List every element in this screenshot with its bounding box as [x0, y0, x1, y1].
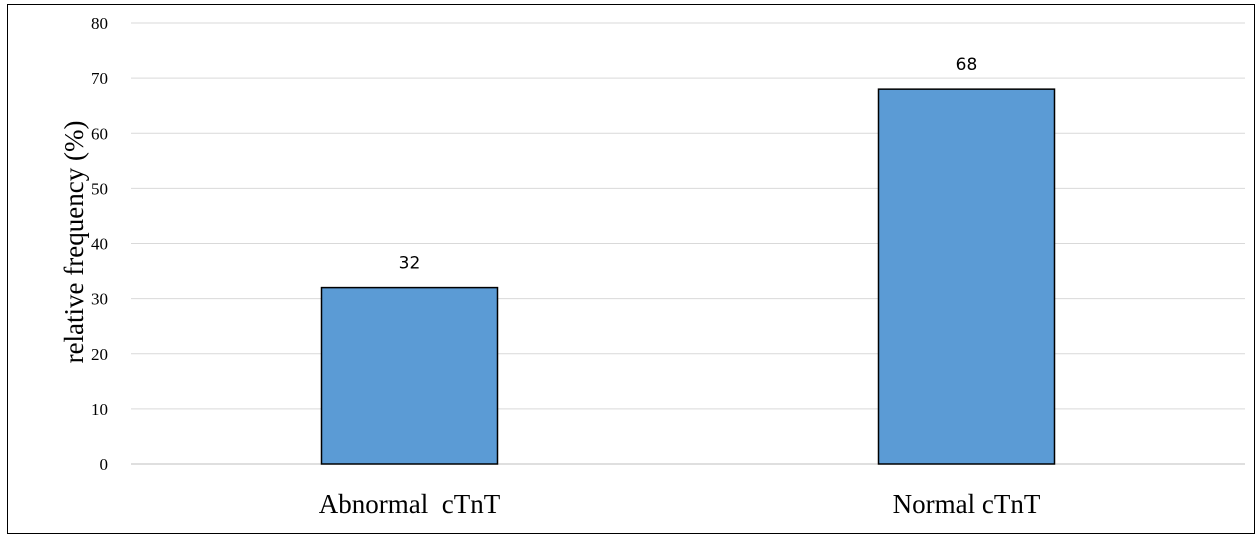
y-tick-label: 40: [91, 235, 108, 254]
gridlines: [131, 22, 1245, 465]
y-tick-label: 10: [91, 400, 108, 419]
y-tick-label: 70: [91, 69, 108, 88]
y-tick-label: 60: [91, 124, 108, 143]
data-label: 32: [399, 254, 421, 274]
y-tick-label: 80: [91, 14, 108, 33]
labels: 0 10 20 30 40 50 60 70 80 32 Abnormal cTnT 68 Normal…: [91, 14, 1041, 519]
bar: [877, 88, 1056, 465]
data-label: 68: [956, 55, 978, 75]
x-category-label: Normal cTnT: [893, 489, 1041, 519]
y-tick-label: 50: [91, 179, 108, 198]
y-axis-title: relative frequency (%): [59, 121, 89, 364]
y-tick-label: 30: [91, 290, 108, 309]
x-category-label: Abnormal cTnT: [319, 489, 501, 519]
bar: [320, 286, 499, 465]
y-tick-label: 20: [91, 345, 108, 364]
y-tick-label: 0: [100, 455, 109, 474]
bars: [320, 88, 1056, 465]
